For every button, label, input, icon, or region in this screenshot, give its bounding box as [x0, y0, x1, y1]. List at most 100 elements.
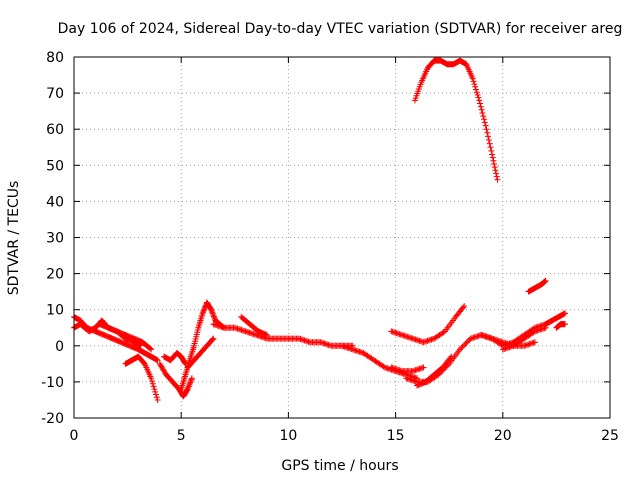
series-track-k — [339, 342, 421, 382]
data-point — [488, 147, 495, 154]
data-point — [472, 83, 479, 90]
data-point — [147, 345, 154, 352]
data-point — [461, 303, 468, 310]
data-point — [148, 375, 155, 382]
y-tick-label: 20 — [46, 267, 64, 283]
series-track-l — [388, 364, 427, 375]
series-track-n — [414, 353, 455, 389]
data-point — [187, 377, 194, 384]
data-point — [490, 157, 497, 164]
data-point — [473, 89, 480, 96]
data-point — [460, 304, 467, 311]
chart-title: Day 106 of 2024, Sidereal Day-to-day VTE… — [58, 21, 623, 37]
data-point — [460, 342, 467, 349]
x-tick-label: 20 — [494, 428, 512, 444]
data-point — [478, 106, 485, 113]
data-point — [148, 346, 155, 353]
data-point — [148, 377, 155, 384]
data-point — [458, 345, 465, 352]
data-point — [210, 313, 217, 320]
series-track-e — [156, 360, 195, 400]
y-tick-label: 10 — [46, 303, 64, 319]
data-point — [494, 176, 501, 183]
data-point — [492, 167, 499, 174]
data-point — [487, 144, 494, 151]
data-point — [152, 388, 159, 395]
data-point — [470, 78, 477, 85]
y-tick-labels: -20 -10 0 10 20 30 40 50 60 70 80 — [41, 50, 64, 427]
series-track-d — [122, 353, 161, 403]
data-point — [188, 376, 195, 383]
data-point — [149, 380, 156, 387]
data-point — [211, 314, 218, 321]
data-point — [480, 113, 487, 120]
data-point — [462, 340, 469, 347]
data-point — [477, 100, 484, 107]
data-point — [483, 126, 490, 133]
data-point — [491, 160, 498, 167]
data-point — [185, 384, 192, 391]
data-point — [561, 321, 568, 328]
x-axis-title: GPS time / hours — [281, 458, 398, 474]
data-point — [485, 137, 492, 144]
data-point — [448, 353, 455, 360]
data-point — [491, 164, 498, 171]
data-point — [440, 329, 447, 336]
data-point — [531, 339, 538, 346]
data-point — [489, 151, 496, 158]
data-point — [473, 86, 479, 93]
y-tick-label: 40 — [46, 194, 64, 210]
series-track-s — [525, 277, 549, 295]
data-point — [186, 380, 193, 387]
data-point — [459, 343, 466, 350]
y-tick-label: 0 — [55, 339, 64, 355]
data-point — [420, 364, 427, 371]
data-point — [485, 133, 492, 140]
data-point — [184, 386, 191, 393]
x-tick-labels: 0 5 10 15 20 25 — [70, 428, 619, 444]
series-track-r — [499, 324, 549, 353]
data-point — [471, 81, 478, 88]
data-point — [479, 109, 486, 116]
data-point — [200, 307, 207, 314]
series-track-u — [553, 321, 568, 331]
y-tick-label: 70 — [46, 86, 64, 102]
series-track-i — [210, 321, 356, 349]
data-point — [482, 122, 489, 129]
data-point — [493, 170, 500, 177]
data-point — [469, 75, 476, 82]
data-point — [188, 375, 195, 382]
data-point — [208, 308, 215, 315]
y-tick-label: -20 — [41, 411, 64, 427]
data-point — [210, 335, 217, 342]
data-point — [486, 140, 493, 147]
data-point — [199, 310, 206, 317]
data-point — [484, 129, 491, 136]
data-point — [489, 154, 496, 161]
series-track-j — [238, 313, 270, 338]
series-track-o — [388, 303, 468, 346]
data-point — [493, 173, 500, 180]
y-tick-label: 30 — [46, 231, 64, 247]
data-point — [456, 346, 463, 353]
data-point — [481, 119, 488, 126]
data-point — [481, 116, 488, 123]
series-track-t — [542, 310, 568, 328]
series-track-c — [96, 321, 155, 353]
data-point — [380, 363, 387, 370]
x-tick-label: 15 — [387, 428, 405, 444]
data-point — [200, 308, 207, 315]
x-tick-label: 25 — [601, 428, 619, 444]
data-point — [474, 91, 481, 98]
data-point — [477, 103, 484, 110]
x-tick-label: 5 — [177, 428, 186, 444]
series-track-b — [71, 313, 161, 364]
series-track-p — [411, 57, 501, 183]
data-point — [263, 331, 270, 338]
y-tick-label: 80 — [46, 50, 64, 66]
data-point — [542, 277, 549, 284]
data-point — [209, 309, 216, 316]
series-track-f — [161, 350, 189, 367]
grid — [74, 57, 610, 418]
